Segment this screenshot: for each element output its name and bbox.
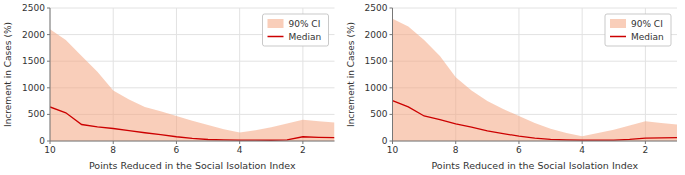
grid-line-x xyxy=(582,8,583,141)
grid-line-x xyxy=(392,8,393,141)
x-axis-line xyxy=(50,141,335,142)
y-tick xyxy=(390,61,393,62)
legend: 90% CI Median xyxy=(263,14,329,46)
grid-line-y xyxy=(50,8,335,9)
grid-line-y xyxy=(50,141,335,142)
x-tick-label: 6 xyxy=(174,145,180,155)
x-tick-label: 8 xyxy=(453,145,459,155)
grid xyxy=(50,8,335,141)
x-tick xyxy=(302,141,303,144)
marks xyxy=(393,19,678,141)
legend-label: Median xyxy=(289,32,322,42)
y-tick-label: 2500 xyxy=(365,3,388,13)
y-tick xyxy=(390,34,393,35)
panel: 2 4 6 8 100 500 1000 1500 2000 2500 Points Reduced… xyxy=(3,3,335,171)
grid-line-y xyxy=(393,8,678,9)
y-tick-label: 0 xyxy=(39,136,45,146)
x-tick-label: 4 xyxy=(579,145,585,155)
x-tick-label: 10 xyxy=(44,145,56,155)
x-tick xyxy=(239,141,240,144)
legend-label: Median xyxy=(631,32,664,42)
y-tick xyxy=(47,61,50,62)
x-tick xyxy=(518,141,519,144)
y-tick xyxy=(47,34,50,35)
legend-label: 90% CI xyxy=(631,19,663,29)
grid xyxy=(393,8,678,141)
y-axis-label: Increment in Cases (%) xyxy=(346,22,356,127)
legend-swatch xyxy=(268,19,284,28)
x-tick xyxy=(582,141,583,144)
x-tick-label: 2 xyxy=(300,145,306,155)
figure: 24681005001000150020002500Points Reduced… xyxy=(0,0,685,175)
y-tick-label: 500 xyxy=(370,109,387,119)
y-tick xyxy=(47,114,50,115)
legend-swatch xyxy=(610,19,626,28)
axes: 2 4 6 8 100 500 1000 1500 2000 2500 xyxy=(22,3,334,155)
legend-box xyxy=(605,14,671,46)
axes: 2 4 6 8 100 500 1000 1500 2000 2500 xyxy=(365,3,677,155)
grid-line-x xyxy=(50,8,51,141)
y-tick xyxy=(47,8,50,9)
y-axis-line xyxy=(50,8,51,141)
x-tick xyxy=(176,141,177,144)
y-tick-label: 1000 xyxy=(22,83,45,93)
ci-band xyxy=(393,19,678,141)
x-tick-label: 8 xyxy=(110,145,116,155)
legend-box xyxy=(263,14,329,46)
x-tick-label: 4 xyxy=(237,145,243,155)
x-axis-label: Points Reduced in the Social Isolation I… xyxy=(431,160,638,171)
x-axis-label: Points Reduced in the Social Isolation I… xyxy=(89,160,296,171)
y-tick xyxy=(390,87,393,88)
y-tick-label: 0 xyxy=(382,136,388,146)
legend-swatch xyxy=(268,36,284,38)
y-tick-label: 2500 xyxy=(22,3,45,13)
median-line xyxy=(50,107,335,140)
x-tick xyxy=(113,141,114,144)
x-tick-label: 10 xyxy=(387,145,399,155)
y-axis-line xyxy=(392,8,393,141)
x-tick xyxy=(455,141,456,144)
y-tick-label: 500 xyxy=(28,109,45,119)
x-tick-label: 2 xyxy=(643,145,649,155)
x-tick-label: 6 xyxy=(516,145,522,155)
median-line xyxy=(393,101,678,141)
y-tick-label: 1500 xyxy=(365,56,388,66)
y-tick xyxy=(390,8,393,9)
legend-label: 90% CI xyxy=(289,19,321,29)
grid-line-y xyxy=(393,141,678,142)
y-tick xyxy=(47,141,50,142)
y-tick xyxy=(47,87,50,88)
x-tick xyxy=(645,141,646,144)
grid-line-y xyxy=(50,61,335,62)
x-axis-line xyxy=(393,141,678,142)
y-tick-label: 1500 xyxy=(22,56,45,66)
y-tick-label: 1000 xyxy=(365,83,388,93)
legend-swatch xyxy=(610,36,626,38)
grid-line-x xyxy=(239,8,240,141)
y-tick xyxy=(390,141,393,142)
y-tick xyxy=(390,114,393,115)
y-axis-label: Increment in Cases (%) xyxy=(3,22,13,127)
panel: 2 4 6 8 100 500 1000 1500 2000 2500 Points Reduced… xyxy=(346,3,678,171)
y-tick-label: 2000 xyxy=(365,30,388,40)
y-tick-label: 2000 xyxy=(22,30,45,40)
legend: 90% CI Median xyxy=(605,14,671,46)
